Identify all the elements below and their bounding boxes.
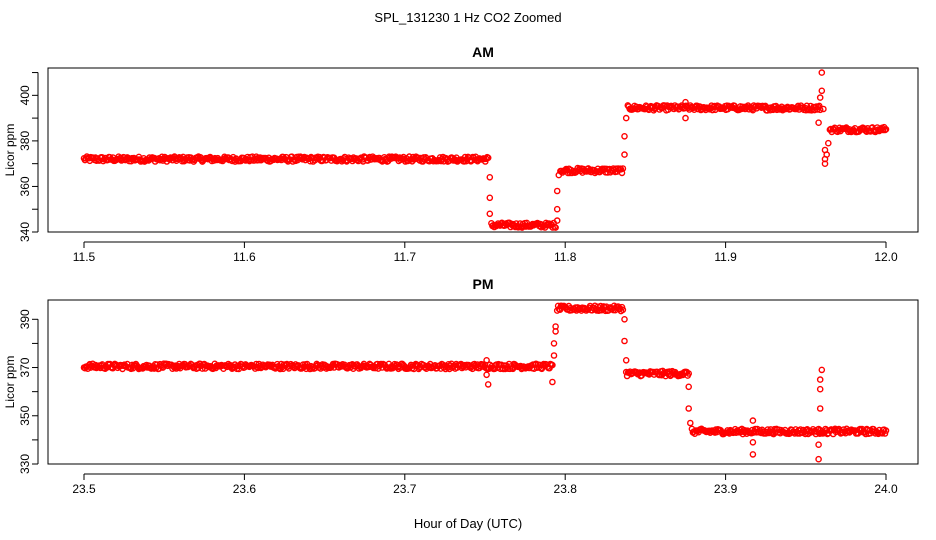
outlier-point bbox=[553, 187, 561, 195]
y-axis-label: Licor ppm bbox=[3, 356, 17, 409]
outlier-point bbox=[818, 87, 826, 95]
outlier-point bbox=[821, 160, 829, 167]
outlier-point bbox=[621, 151, 628, 158]
outlier-point bbox=[815, 119, 822, 126]
panel-title: PM bbox=[473, 276, 494, 292]
outlier-point bbox=[749, 451, 757, 458]
data-point bbox=[685, 370, 693, 377]
outlier-point bbox=[816, 376, 824, 383]
outlier-point bbox=[486, 173, 494, 181]
y-tick-label: 330 bbox=[18, 454, 32, 474]
y-axis: 340 360 380 400 bbox=[18, 72, 39, 242]
x-tick-label: 23.7 bbox=[393, 482, 417, 496]
outlier-point bbox=[818, 366, 826, 374]
data-point bbox=[619, 165, 627, 172]
pm-panel: PM 23.5 23.6 23.7 23.8 23.9 24.0 330 350 370 390 Li… bbox=[3, 276, 919, 496]
x-tick-label: 23.8 bbox=[554, 482, 578, 496]
outlier-point bbox=[553, 205, 561, 213]
outlier-point bbox=[815, 441, 822, 449]
figure-xlabel: Hour of Day (UTC) bbox=[414, 516, 522, 531]
outlier-point bbox=[815, 455, 822, 463]
data-point bbox=[549, 361, 556, 369]
data-points bbox=[80, 69, 890, 231]
x-axis: 11.5 11.6 11.7 11.8 11.9 12.0 bbox=[73, 241, 898, 264]
outlier-point bbox=[484, 381, 492, 388]
plot-frame bbox=[47, 299, 919, 465]
outlier-point bbox=[749, 417, 757, 424]
outlier-point bbox=[550, 352, 558, 359]
outlier-point bbox=[549, 378, 556, 386]
x-tick-label: 11.5 bbox=[73, 250, 96, 264]
y-tick-label: 360 bbox=[18, 176, 32, 196]
outlier-point bbox=[621, 132, 628, 140]
y-tick-label: 370 bbox=[18, 357, 32, 377]
outlier-point bbox=[621, 337, 628, 345]
y-tick-label: 350 bbox=[18, 405, 32, 425]
outlier-point bbox=[621, 315, 628, 323]
x-tick-label: 11.8 bbox=[554, 250, 577, 264]
data-point bbox=[816, 106, 824, 114]
outlier-point bbox=[685, 405, 693, 412]
x-axis: 23.5 23.6 23.7 23.8 23.9 24.0 bbox=[72, 473, 898, 496]
figure-title: SPL_131230 1 Hz CO2 Zoomed bbox=[374, 10, 561, 25]
outlier-point bbox=[682, 114, 689, 122]
outlier-point bbox=[622, 114, 630, 122]
data-points bbox=[80, 302, 890, 463]
x-tick-label: 11.7 bbox=[394, 250, 417, 264]
outlier-point bbox=[486, 210, 494, 218]
outlier-point bbox=[687, 419, 694, 427]
plot-frame bbox=[47, 67, 919, 233]
outlier-point bbox=[816, 94, 824, 101]
outlier-point bbox=[820, 105, 827, 113]
outlier-point bbox=[555, 171, 563, 179]
panel-title: AM bbox=[472, 44, 494, 60]
y-axis: 330 350 370 390 bbox=[18, 309, 39, 474]
outlier-point bbox=[749, 438, 757, 446]
y-tick-label: 390 bbox=[18, 309, 32, 329]
y-tick-label: 340 bbox=[18, 222, 32, 242]
outlier-point bbox=[682, 98, 689, 106]
x-tick-label: 12.0 bbox=[874, 250, 898, 264]
outlier-point bbox=[816, 426, 824, 434]
x-tick-label: 23.6 bbox=[233, 482, 257, 496]
am-panel: AM 11.5 11.6 11.7 11.8 11.9 12.0 340 360 380 400 Li… bbox=[3, 44, 919, 264]
outlier-point bbox=[483, 356, 490, 364]
y-tick-label: 380 bbox=[18, 131, 32, 151]
x-tick-label: 11.9 bbox=[714, 250, 737, 264]
outlier-point bbox=[816, 385, 824, 393]
x-tick-label: 23.5 bbox=[72, 482, 96, 496]
data-point bbox=[552, 224, 559, 231]
x-tick-label: 11.6 bbox=[233, 250, 256, 264]
y-axis-label: Licor ppm bbox=[3, 124, 17, 177]
outlier-point bbox=[818, 69, 826, 76]
x-tick-label: 23.9 bbox=[714, 482, 738, 496]
outlier-point bbox=[483, 371, 490, 379]
outlier-point bbox=[825, 139, 832, 147]
data-point bbox=[816, 102, 823, 110]
data-point bbox=[882, 427, 890, 434]
outlier-point bbox=[823, 151, 831, 158]
outlier-point bbox=[550, 340, 558, 347]
outlier-point bbox=[685, 383, 693, 391]
data-point bbox=[484, 154, 492, 162]
outlier-point bbox=[486, 194, 494, 202]
data-point bbox=[882, 126, 890, 133]
data-point bbox=[619, 306, 627, 314]
outlier-point bbox=[816, 405, 824, 412]
outlier-point bbox=[553, 217, 561, 224]
data-point bbox=[881, 430, 889, 437]
outlier-point bbox=[552, 323, 559, 330]
outlier-point bbox=[622, 356, 630, 364]
x-tick-label: 24.0 bbox=[874, 482, 898, 496]
y-tick-label: 400 bbox=[18, 85, 32, 105]
